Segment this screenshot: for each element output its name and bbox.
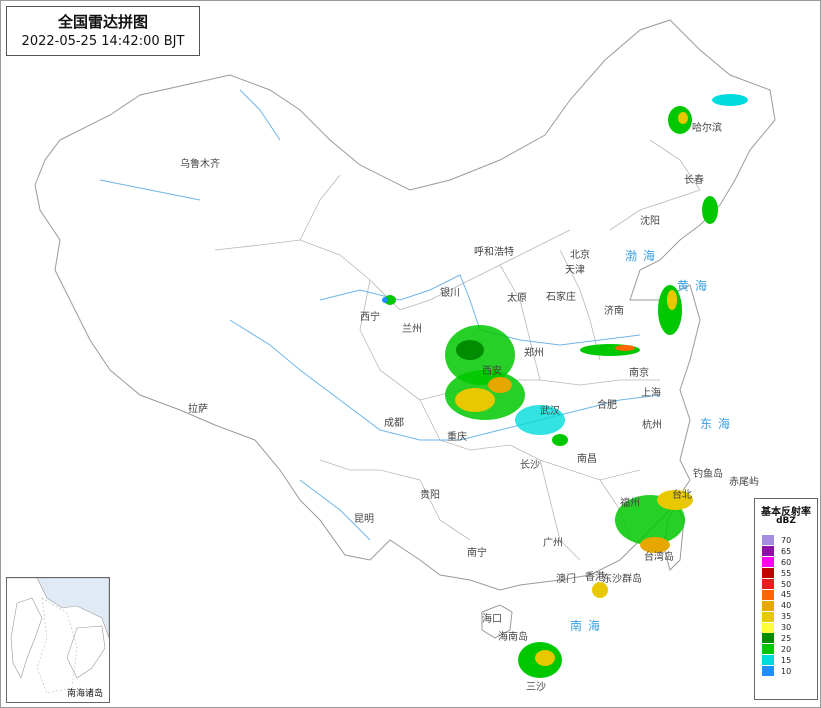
legend-row: 25 xyxy=(762,633,791,644)
city-label: 济南 xyxy=(604,304,624,317)
city-label: 重庆 xyxy=(447,430,467,443)
city-label: 昆明 xyxy=(354,513,374,525)
city-label: 天津 xyxy=(565,264,585,276)
legend-value: 15 xyxy=(781,655,792,665)
legend-title: 基本反射率 xyxy=(761,507,811,518)
legend-swatch xyxy=(762,535,774,546)
city-label: 南昌 xyxy=(577,452,597,465)
map-timestamp: 2022-05-25 14:42:00 BJT xyxy=(21,34,185,49)
legend-value: 70 xyxy=(781,535,792,545)
legend-value: 10 xyxy=(781,666,792,676)
legend-swatch xyxy=(762,611,774,622)
city-label: 海口 xyxy=(482,612,502,625)
legend-row: 70 xyxy=(762,535,791,546)
city-label: 武汉 xyxy=(540,404,560,417)
legend-swatch xyxy=(762,644,774,655)
legend-value: 30 xyxy=(781,623,792,633)
legend-row: 50 xyxy=(762,579,791,590)
radar-echoes xyxy=(382,94,748,678)
city-label: 广州 xyxy=(543,537,563,549)
city-label: 乌鲁木齐 xyxy=(180,157,220,170)
legend-value: 40 xyxy=(781,601,792,611)
legend-value: 35 xyxy=(781,612,792,622)
legend-swatch xyxy=(762,600,774,611)
legend-value: 55 xyxy=(781,568,792,578)
legend-value: 45 xyxy=(781,590,792,600)
legend-row: 20 xyxy=(762,644,791,655)
legend-value: 60 xyxy=(781,557,792,567)
legend-value: 25 xyxy=(781,633,792,643)
legend-swatch xyxy=(762,655,774,666)
south-china-sea-inset: 南海诸岛 xyxy=(6,577,110,703)
city-label: 东沙群岛 xyxy=(602,572,642,585)
city-label: 西宁 xyxy=(360,310,380,323)
city-label: 成都 xyxy=(384,417,404,429)
legend-row: 65 xyxy=(762,546,791,557)
city-label: 兰州 xyxy=(402,322,422,335)
city-label: 澳门 xyxy=(556,572,576,585)
china-outline xyxy=(34,19,776,591)
city-label: 郑州 xyxy=(524,346,544,359)
legend-swatch xyxy=(762,568,774,579)
title-box: 全国雷达拼图 2022-05-25 14:42:00 BJT xyxy=(6,6,200,56)
legend-row: 45 xyxy=(762,589,791,600)
inset-map xyxy=(7,578,109,694)
city-label: 上海 xyxy=(641,386,661,399)
city-label: 西安 xyxy=(482,364,502,377)
legend-row: 10 xyxy=(762,666,791,677)
legend-value: 65 xyxy=(781,546,792,556)
legend-row: 30 xyxy=(762,622,791,633)
city-label: 赤尾屿 xyxy=(729,476,759,488)
legend-swatch xyxy=(762,557,774,568)
city-label: 南宁 xyxy=(467,546,487,559)
legend-row: 35 xyxy=(762,611,791,622)
legend-scale: 70 65 60 55 50 45 40 35 30 25 20 15 10 xyxy=(762,535,791,677)
legend-row: 40 xyxy=(762,600,791,611)
legend-swatch xyxy=(762,589,774,600)
legend-unit: dBZ xyxy=(776,516,796,526)
city-label: 台北 xyxy=(672,488,692,501)
city-label: 哈尔滨 xyxy=(692,121,722,134)
city-label: 呼和浩特 xyxy=(474,246,514,258)
sea-label-huanghai: 黄海 xyxy=(677,278,713,293)
city-label: 杭州 xyxy=(642,418,662,431)
sea-labels: 渤海 黄海 东海 南海 xyxy=(570,248,736,633)
city-label: 三沙 xyxy=(526,681,546,693)
city-label: 石家庄 xyxy=(546,290,576,303)
city-labels: 乌鲁木齐 拉萨 西宁 兰州 银川 呼和浩特 北京 天津 太原 石家庄 济南 郑州… xyxy=(180,121,759,693)
city-label: 银川 xyxy=(440,286,460,299)
legend-value: 50 xyxy=(781,579,792,589)
city-label: 长沙 xyxy=(520,459,540,471)
sea-label-nanhai: 南海 xyxy=(570,618,606,633)
legend-swatch xyxy=(762,633,774,644)
city-label: 台湾岛 xyxy=(644,550,674,563)
legend-swatch xyxy=(762,546,774,557)
legend-swatch xyxy=(762,666,774,677)
legend-row: 55 xyxy=(762,568,791,579)
map-title: 全国雷达拼图 xyxy=(57,13,148,31)
city-label: 贵阳 xyxy=(420,488,440,501)
legend-swatch xyxy=(762,579,774,589)
city-label: 钓鱼岛 xyxy=(693,467,723,480)
legend-value: 20 xyxy=(781,644,792,654)
city-label: 南京 xyxy=(629,366,649,379)
sea-label-bohai: 渤海 xyxy=(625,248,661,263)
sea-label-donghai: 东海 xyxy=(700,416,736,431)
city-label: 香港 xyxy=(585,571,605,583)
legend-row: 60 xyxy=(762,557,791,568)
legend-swatch xyxy=(762,622,774,633)
city-label: 拉萨 xyxy=(188,402,208,415)
city-label: 海南岛 xyxy=(498,630,528,643)
city-label: 北京 xyxy=(570,248,590,261)
reflectivity-legend: 基本反射率 dBZ 70 65 60 55 50 45 40 35 30 25 20 15 10 xyxy=(754,498,818,700)
city-label: 合肥 xyxy=(597,398,617,411)
city-label: 福州 xyxy=(620,496,640,509)
inset-label: 南海诸岛 xyxy=(66,689,103,699)
city-label: 沈阳 xyxy=(640,214,660,227)
hainan-island xyxy=(481,604,513,639)
city-label: 太原 xyxy=(507,291,527,304)
legend-row: 15 xyxy=(762,655,791,666)
city-label: 长春 xyxy=(684,174,704,186)
